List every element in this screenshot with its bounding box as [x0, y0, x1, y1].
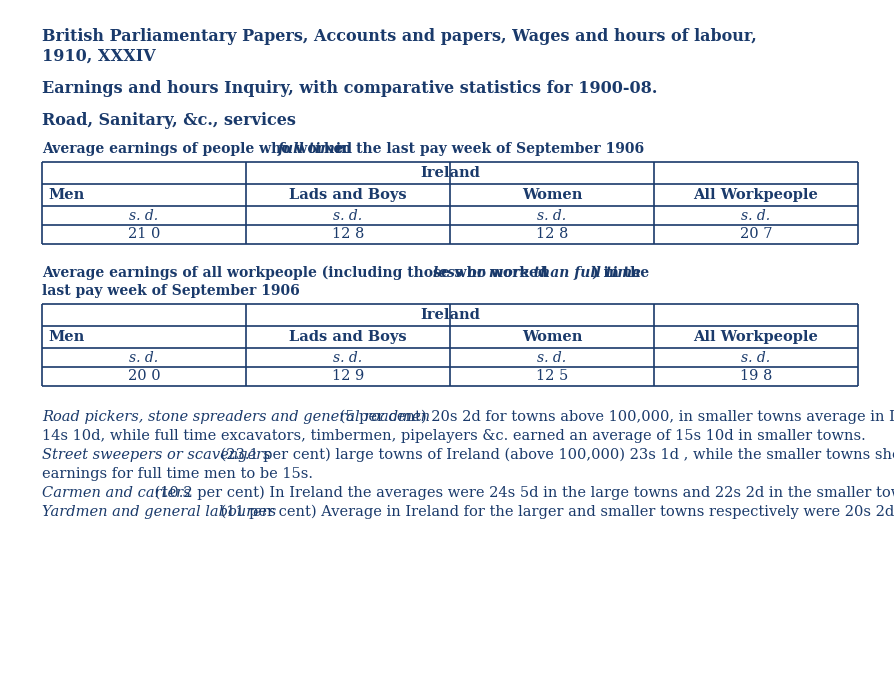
- Text: s. d.: s. d.: [130, 351, 158, 365]
- Text: (10.2 per cent) In Ireland the averages were 24s 5d in the large towns and 22s 2: (10.2 per cent) In Ireland the averages …: [149, 486, 894, 500]
- Text: British Parliamentary Papers, Accounts and papers, Wages and hours of labour,: British Parliamentary Papers, Accounts a…: [42, 28, 756, 45]
- Text: Street sweepers or scavengers: Street sweepers or scavengers: [42, 448, 270, 462]
- Text: s. d.: s. d.: [740, 209, 770, 223]
- Text: 21 0: 21 0: [128, 228, 160, 241]
- Text: 12 5: 12 5: [536, 370, 568, 384]
- Text: Women: Women: [521, 330, 581, 344]
- Text: Men: Men: [48, 330, 84, 344]
- Text: s. d.: s. d.: [536, 209, 566, 223]
- Text: Men: Men: [48, 188, 84, 202]
- Text: in the last pay week of September 1906: in the last pay week of September 1906: [330, 142, 643, 156]
- Text: Earnings and hours Inquiry, with comparative statistics for 1900-08.: Earnings and hours Inquiry, with compara…: [42, 80, 656, 97]
- Text: All Workpeople: All Workpeople: [693, 188, 817, 202]
- Text: 19 8: 19 8: [739, 370, 772, 384]
- Text: Women: Women: [521, 188, 581, 202]
- Text: Average earnings of all workpeople (including those who worked: Average earnings of all workpeople (incl…: [42, 266, 552, 281]
- Text: s. d.: s. d.: [740, 351, 770, 365]
- Text: (11 per cent) Average in Ireland for the larger and smaller towns respectively w: (11 per cent) Average in Ireland for the…: [215, 505, 894, 519]
- Text: ) in the: ) in the: [591, 266, 648, 280]
- Text: s. d.: s. d.: [536, 351, 566, 365]
- Text: less or more than full time: less or more than full time: [432, 266, 640, 280]
- Text: 12 9: 12 9: [332, 370, 364, 384]
- Text: s. d.: s. d.: [333, 209, 362, 223]
- Text: 20 0: 20 0: [128, 370, 160, 384]
- Text: 12 8: 12 8: [332, 228, 364, 241]
- Text: All Workpeople: All Workpeople: [693, 330, 817, 344]
- Text: Ireland: Ireland: [419, 308, 479, 322]
- Text: Lads and Boys: Lads and Boys: [289, 188, 407, 202]
- Text: s. d.: s. d.: [130, 209, 158, 223]
- Text: (5 per cent) 20s 2d for towns above 100,000, in smaller towns average in Ireland: (5 per cent) 20s 2d for towns above 100,…: [335, 410, 894, 424]
- Text: Lads and Boys: Lads and Boys: [289, 330, 407, 344]
- Text: Average earnings of people who worked: Average earnings of people who worked: [42, 142, 357, 156]
- Text: (23.1 per cent) large towns of Ireland (above 100,000) 23s 1d , while the smalle: (23.1 per cent) large towns of Ireland (…: [215, 448, 894, 463]
- Text: Carmen and carters: Carmen and carters: [42, 486, 190, 500]
- Text: 14s 10d, while full time excavators, timbermen, pipelayers &c. earned an average: 14s 10d, while full time excavators, tim…: [42, 429, 864, 443]
- Text: 20 7: 20 7: [739, 228, 772, 241]
- Text: earnings for full time men to be 15s.: earnings for full time men to be 15s.: [42, 467, 313, 481]
- Text: full time: full time: [277, 142, 344, 156]
- Text: Road, Sanitary, &c., services: Road, Sanitary, &c., services: [42, 112, 296, 129]
- Text: Yardmen and general labourers: Yardmen and general labourers: [42, 505, 276, 519]
- Text: s. d.: s. d.: [333, 351, 362, 365]
- Text: Road pickers, stone spreaders and general roadmen: Road pickers, stone spreaders and genera…: [42, 410, 429, 424]
- Text: 1910, XXXIV: 1910, XXXIV: [42, 48, 156, 65]
- Text: 12 8: 12 8: [536, 228, 568, 241]
- Text: Ireland: Ireland: [419, 166, 479, 180]
- Text: last pay week of September 1906: last pay week of September 1906: [42, 284, 299, 298]
